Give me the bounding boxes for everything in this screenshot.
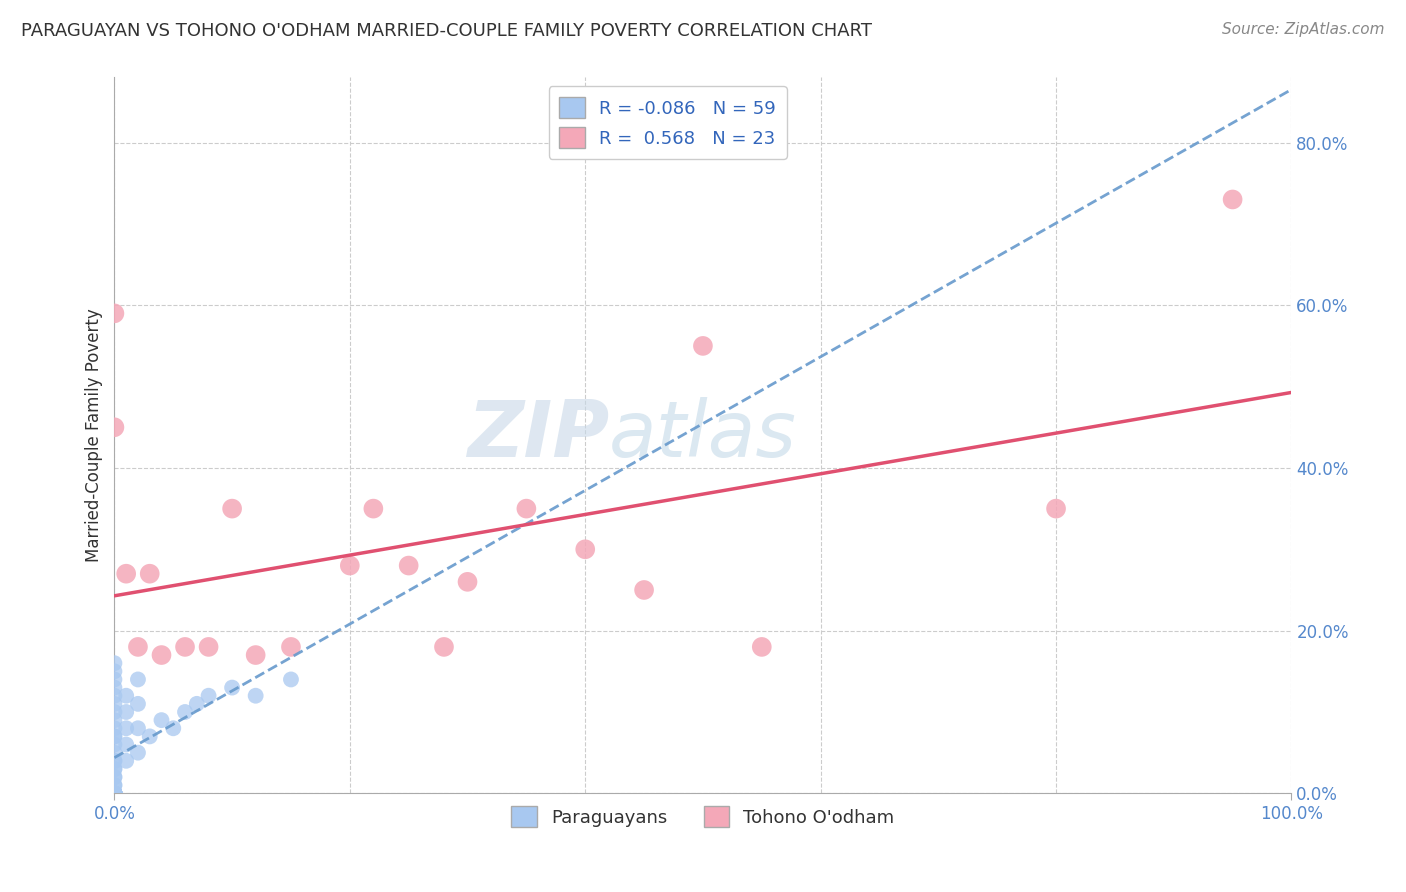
Point [150, 713, 173, 727]
Point [103, 786, 125, 800]
Point [103, 786, 125, 800]
Point [245, 648, 267, 662]
Point [103, 786, 125, 800]
Point [115, 738, 138, 752]
Point [197, 640, 219, 654]
Point [280, 640, 302, 654]
Point [103, 786, 125, 800]
Point [103, 786, 125, 800]
Point [127, 640, 149, 654]
Point [457, 574, 479, 589]
Point [103, 754, 125, 768]
Legend: Paraguayans, Tohono O'odham: Paraguayans, Tohono O'odham [505, 799, 901, 834]
Point [103, 786, 125, 800]
Point [103, 713, 125, 727]
Point [103, 689, 125, 703]
Point [103, 673, 125, 687]
Text: atlas: atlas [609, 398, 797, 474]
Point [186, 697, 208, 711]
Point [103, 778, 125, 792]
Point [103, 738, 125, 752]
Point [103, 786, 125, 800]
Point [115, 566, 138, 581]
Point [103, 786, 125, 800]
Point [103, 762, 125, 776]
Point [197, 689, 219, 703]
Point [1222, 193, 1244, 207]
Point [103, 786, 125, 800]
Point [127, 746, 149, 760]
Point [103, 762, 125, 776]
Point [103, 786, 125, 800]
Point [103, 786, 125, 800]
Point [103, 786, 125, 800]
Text: Source: ZipAtlas.com: Source: ZipAtlas.com [1222, 22, 1385, 37]
Point [103, 786, 125, 800]
Text: PARAGUAYAN VS TOHONO O'ODHAM MARRIED-COUPLE FAMILY POVERTY CORRELATION CHART: PARAGUAYAN VS TOHONO O'ODHAM MARRIED-COU… [21, 22, 872, 40]
Point [103, 786, 125, 800]
Point [103, 786, 125, 800]
Point [115, 754, 138, 768]
Point [221, 681, 243, 695]
Point [103, 754, 125, 768]
Point [751, 640, 773, 654]
Point [174, 640, 197, 654]
Point [103, 420, 125, 434]
Point [433, 640, 456, 654]
Point [1045, 501, 1067, 516]
Point [162, 721, 184, 735]
Point [103, 681, 125, 695]
Point [115, 705, 138, 719]
Point [633, 582, 655, 597]
Point [103, 746, 125, 760]
Point [150, 648, 173, 662]
Point [138, 730, 160, 744]
Point [245, 689, 267, 703]
Point [115, 721, 138, 735]
Point [103, 705, 125, 719]
Point [127, 697, 149, 711]
Text: ZIP: ZIP [467, 398, 609, 474]
Point [103, 306, 125, 320]
Point [515, 501, 537, 516]
Point [174, 705, 197, 719]
Point [103, 656, 125, 670]
Point [103, 786, 125, 800]
Point [127, 721, 149, 735]
Y-axis label: Married-Couple Family Poverty: Married-Couple Family Poverty [86, 309, 103, 562]
Point [221, 501, 243, 516]
Point [574, 542, 596, 557]
Point [103, 721, 125, 735]
Point [103, 778, 125, 792]
Point [103, 786, 125, 800]
Point [103, 665, 125, 679]
Point [103, 697, 125, 711]
Point [103, 786, 125, 800]
Point [280, 673, 302, 687]
Point [103, 770, 125, 784]
Point [692, 339, 714, 353]
Point [115, 689, 138, 703]
Point [127, 673, 149, 687]
Point [103, 770, 125, 784]
Point [398, 558, 420, 573]
Point [138, 566, 160, 581]
Point [103, 730, 125, 744]
Point [339, 558, 361, 573]
Point [103, 730, 125, 744]
Point [103, 786, 125, 800]
Point [103, 786, 125, 800]
Point [363, 501, 385, 516]
